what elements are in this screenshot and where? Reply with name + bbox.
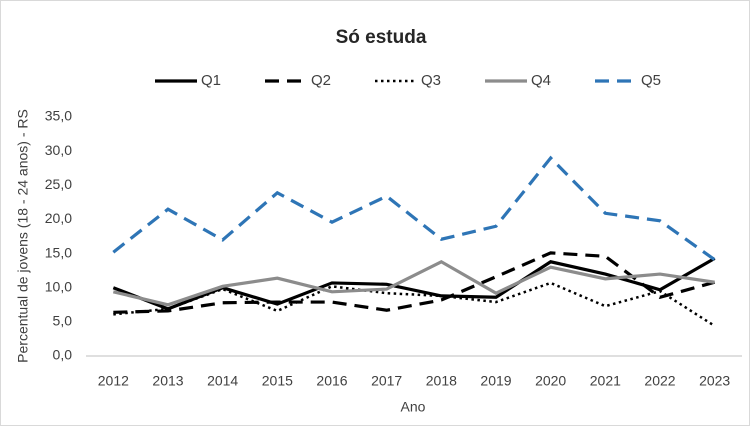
y-tick-label: 35,0 [45,108,72,124]
chart-title: Só estuda [336,27,427,48]
x-axis-label: Ano [401,399,426,415]
y-tick-label: 0,0 [53,347,73,363]
legend-label: Q1 [201,72,221,89]
x-tick-label: 2021 [590,373,621,389]
x-tick-label: 2012 [98,373,129,389]
y-tick-label: 20,0 [45,210,72,226]
x-tick-label: 2013 [152,373,183,389]
x-tick-label: 2016 [316,373,347,389]
legend-label: Q2 [311,72,331,89]
y-tick-label: 5,0 [53,313,73,329]
x-tick-label: 2022 [644,373,675,389]
legend-label: Q5 [641,72,661,89]
x-tick-label: 2017 [371,373,402,389]
series-line [113,251,716,314]
legend-label: Q4 [531,72,551,89]
y-tick-label: 30,0 [45,142,72,158]
x-tick-label: 2018 [426,373,457,389]
x-tick-label: 2023 [699,373,730,389]
x-tick-label: 2019 [480,373,511,389]
series-line [112,259,715,307]
y-tick-label: 10,0 [45,278,72,294]
y-axis-label: Percentual de jovens (18 - 24 anos) - RS [15,109,31,363]
x-tick-label: 2020 [535,373,566,389]
x-tick-label: 2014 [207,373,238,389]
y-tick-label: 15,0 [45,244,72,260]
series-line [113,281,716,328]
y-tick-label: 25,0 [45,176,72,192]
x-tick-label: 2015 [262,373,293,389]
series-line [112,155,716,262]
legend-label: Q3 [421,72,441,89]
